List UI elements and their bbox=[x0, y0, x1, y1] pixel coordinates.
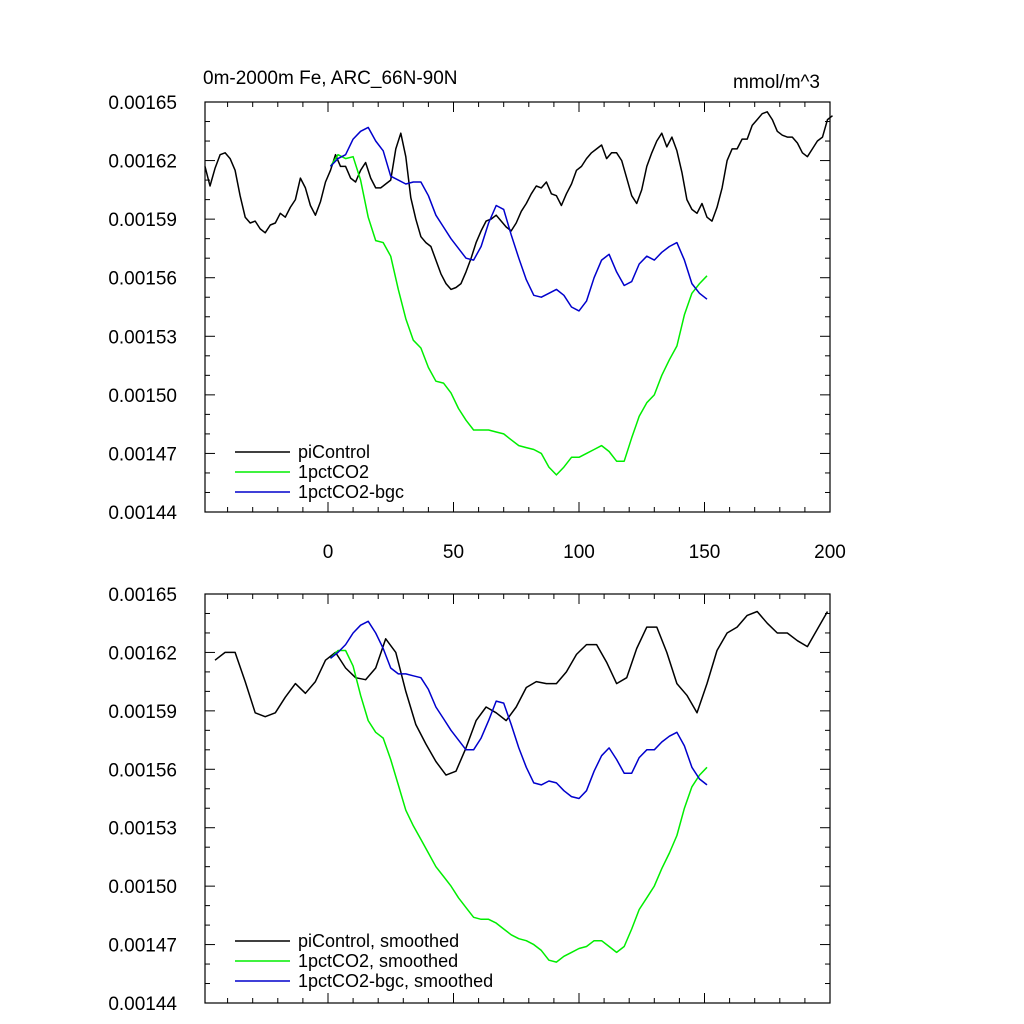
y-tick-label: 0.00153 bbox=[108, 327, 177, 348]
x-tick-label: 200 bbox=[814, 542, 846, 563]
x-tick-label: 50 bbox=[443, 542, 464, 563]
plot-frame bbox=[204, 101, 831, 513]
legend-entry: 1pctCO2, smoothed bbox=[298, 951, 458, 971]
y-tick-label: 0.00144 bbox=[108, 503, 177, 524]
y-tick-label: 0.00156 bbox=[108, 760, 177, 781]
y-tick-label: 0.00165 bbox=[108, 585, 177, 606]
top-panel-title: 0m-2000m Fe, ARC_66N-90N bbox=[203, 68, 458, 89]
y-tick-label: 0.00150 bbox=[108, 877, 177, 898]
x-tick-label: 150 bbox=[689, 542, 721, 563]
series-line-1pctco2-smoothed bbox=[329, 649, 708, 963]
series-line-1pctco2-bgc bbox=[329, 126, 708, 312]
y-tick-label: 0.00165 bbox=[108, 93, 177, 114]
legend-entry: piControl bbox=[298, 442, 370, 462]
legend-entry: 1pctCO2-bgc, smoothed bbox=[298, 971, 493, 991]
legend-entry: 1pctCO2-bgc bbox=[298, 482, 404, 502]
y-tick-label: 0.00162 bbox=[108, 152, 177, 173]
x-tick-label: 100 bbox=[563, 542, 595, 563]
top-panel-units: mmol/m^3 bbox=[733, 72, 820, 93]
y-tick-label: 0.00153 bbox=[108, 819, 177, 840]
series-line-picontrol-smoothed bbox=[214, 610, 829, 776]
y-tick-label: 0.00147 bbox=[108, 444, 177, 465]
y-tick-label: 0.00144 bbox=[108, 994, 177, 1015]
series-line-picontrol bbox=[204, 111, 833, 291]
legend-entry: piControl, smoothed bbox=[298, 931, 459, 951]
y-tick-label: 0.00159 bbox=[108, 210, 177, 231]
top-panel: 0m-2000m Fe, ARC_66N-90N mmol/m^3 0.0014… bbox=[108, 68, 846, 563]
y-tick-label: 0.00159 bbox=[108, 702, 177, 723]
series-line-1pctco2 bbox=[329, 153, 708, 476]
y-tick-label: 0.00147 bbox=[108, 936, 177, 957]
legend-entry: 1pctCO2 bbox=[298, 462, 369, 482]
bottom-panel: 0.00144 0.00147 0.00150 0.00153 0.00156 0.001… bbox=[108, 585, 831, 1015]
y-tick-label: 0.00150 bbox=[108, 386, 177, 407]
y-tick-label: 0.00156 bbox=[108, 269, 177, 290]
plot-frame bbox=[204, 593, 831, 1004]
y-tick-label: 0.00162 bbox=[108, 643, 177, 664]
x-tick-label: 0 bbox=[323, 542, 334, 563]
series-line-1pctco2-bgc-smoothed bbox=[330, 620, 708, 800]
